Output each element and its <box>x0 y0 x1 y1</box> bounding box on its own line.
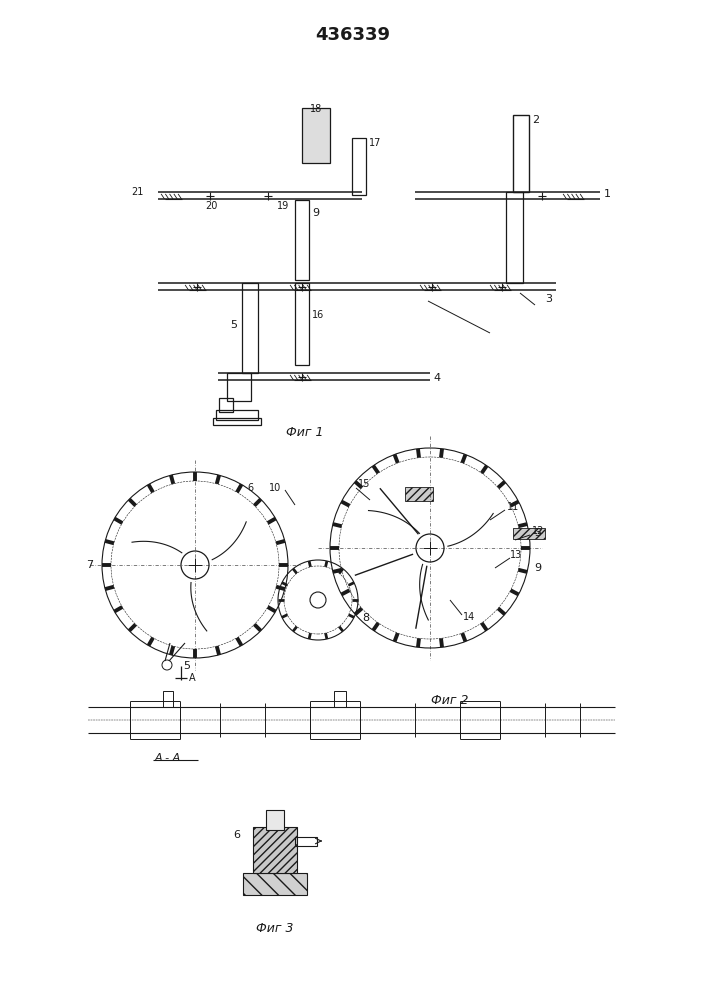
Text: А - А: А - А <box>155 753 181 763</box>
Text: 21: 21 <box>132 187 144 197</box>
Circle shape <box>310 592 326 608</box>
Bar <box>266 810 284 830</box>
Text: 17: 17 <box>369 138 381 148</box>
Text: 436339: 436339 <box>315 26 390 44</box>
Circle shape <box>181 551 209 579</box>
Bar <box>334 691 346 707</box>
Text: 4: 4 <box>433 373 440 383</box>
Text: 3: 3 <box>545 294 552 304</box>
Text: 13: 13 <box>510 550 522 560</box>
Circle shape <box>416 534 444 562</box>
Text: 18: 18 <box>310 104 322 114</box>
Bar <box>513 115 529 192</box>
Text: 11: 11 <box>507 502 519 512</box>
Text: Фиг 2: Фиг 2 <box>431 694 469 706</box>
Bar <box>216 410 258 420</box>
Bar <box>295 200 309 280</box>
Text: 1: 1 <box>604 189 611 199</box>
Text: 12: 12 <box>532 526 544 536</box>
Bar <box>163 691 173 707</box>
Text: 7: 7 <box>86 560 93 570</box>
Text: Фиг 1: Фиг 1 <box>286 426 324 438</box>
Text: 2: 2 <box>532 115 539 125</box>
Text: 15: 15 <box>358 479 370 489</box>
Bar <box>506 192 523 283</box>
Bar <box>243 873 307 895</box>
Text: 5: 5 <box>183 661 190 671</box>
Bar <box>227 373 251 401</box>
Bar <box>219 398 233 412</box>
Text: 10: 10 <box>269 483 281 493</box>
Bar <box>213 418 261 425</box>
Text: 20: 20 <box>206 201 218 211</box>
Text: 6: 6 <box>247 483 253 493</box>
Text: 8: 8 <box>362 613 369 623</box>
Text: 5: 5 <box>230 320 237 330</box>
Text: А: А <box>189 673 196 683</box>
Bar <box>253 827 297 873</box>
Text: 14: 14 <box>463 612 475 622</box>
Bar <box>513 528 545 539</box>
Bar <box>242 283 258 373</box>
Bar <box>405 487 433 501</box>
Text: 3: 3 <box>534 528 541 538</box>
Bar <box>352 138 366 195</box>
Text: 9: 9 <box>534 563 541 573</box>
Bar <box>295 283 309 365</box>
Bar <box>295 837 317 846</box>
Text: Фиг 3: Фиг 3 <box>256 922 293 934</box>
Text: 9: 9 <box>312 208 319 218</box>
Text: 6: 6 <box>233 830 240 840</box>
Text: 19: 19 <box>277 201 289 211</box>
Text: 16: 16 <box>312 310 325 320</box>
Bar <box>302 108 330 163</box>
